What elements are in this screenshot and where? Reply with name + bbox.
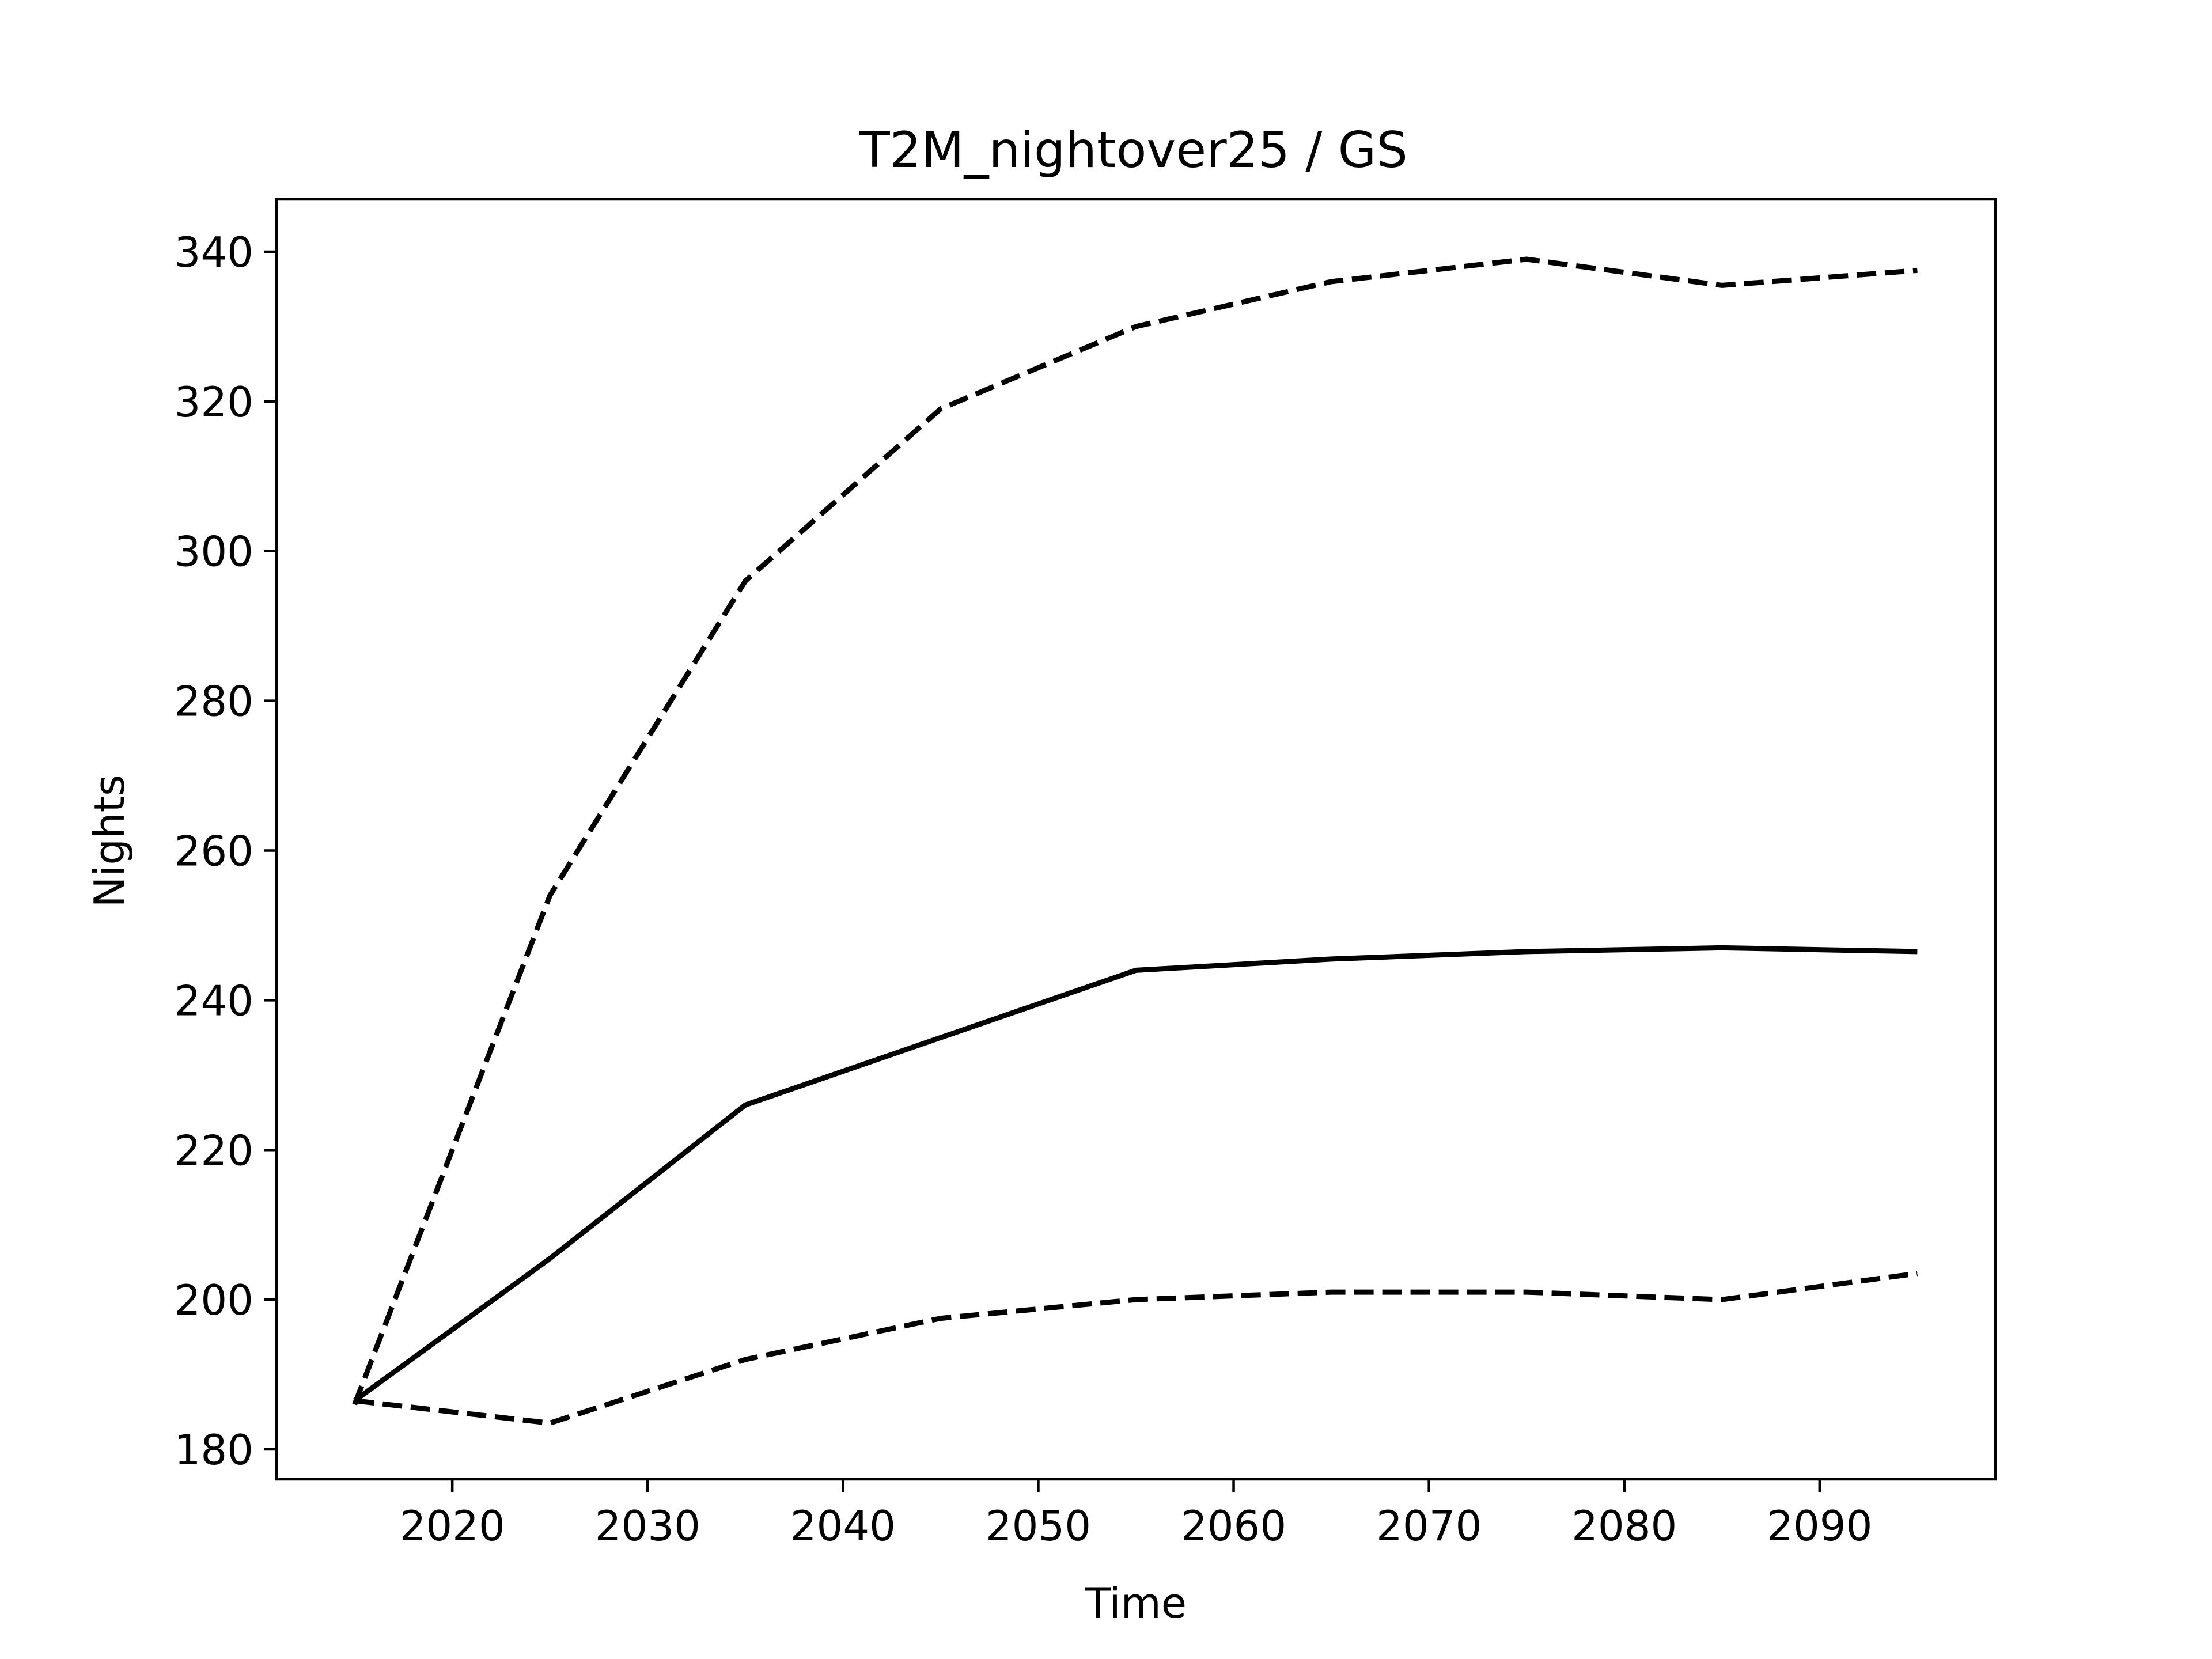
y-tick-label: 300: [175, 528, 253, 576]
x-tick-label: 2040: [790, 1502, 896, 1550]
series-line-upper-dashed-line: [352, 256, 1918, 1406]
series-line-lower-dashed-line: [354, 1271, 1918, 1426]
x-axis-label: Time: [1085, 1579, 1187, 1627]
plot-frame: [275, 198, 1997, 1481]
y-tick-label: 240: [175, 976, 253, 1025]
series-line-median-solid-line: [353, 945, 1918, 1403]
x-tick-label: 2030: [595, 1502, 700, 1550]
y-axis-label: Nights: [85, 775, 134, 908]
series-layer: [352, 256, 1918, 1426]
y-tick-label: 180: [175, 1426, 253, 1474]
chart-title: T2M_nightover25 / GS: [859, 122, 1408, 179]
ticks-layer: 2020 2030 2040 2050 2060 2070 2080 2090 180 200 22…: [175, 228, 1873, 1550]
y-tick-label: 200: [175, 1276, 253, 1324]
x-tick-label: 2050: [986, 1502, 1091, 1550]
y-tick-label: 260: [175, 827, 253, 875]
x-tick-label: 2060: [1181, 1502, 1286, 1550]
y-tick-label: 340: [175, 228, 253, 276]
y-tick-label: 280: [175, 677, 253, 726]
y-tick-label: 220: [175, 1126, 253, 1175]
x-tick-label: 2070: [1376, 1502, 1482, 1550]
x-tick-label: 2020: [400, 1502, 505, 1550]
x-tick-label: 2080: [1571, 1502, 1677, 1550]
y-tick-label: 320: [175, 378, 253, 426]
x-tick-label: 2090: [1767, 1502, 1872, 1550]
